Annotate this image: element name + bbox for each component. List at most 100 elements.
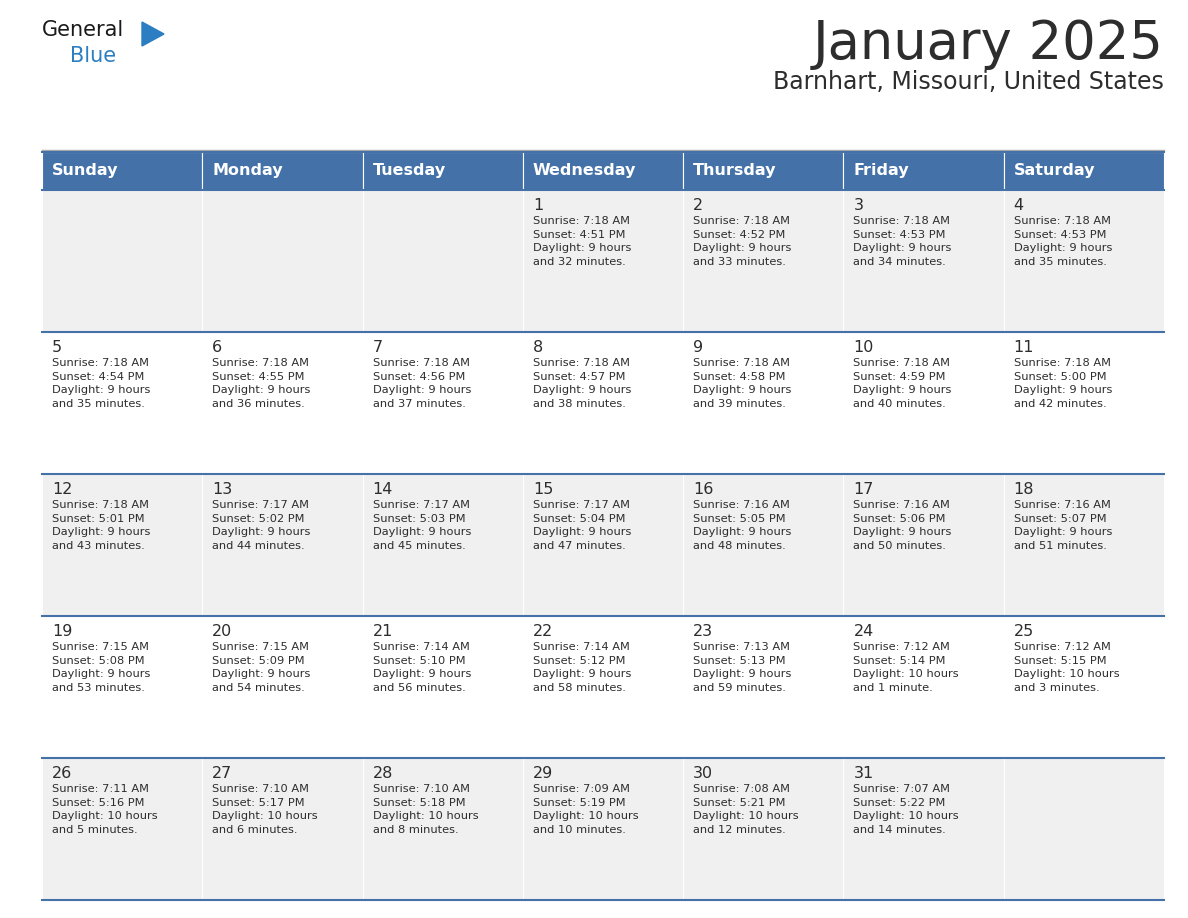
Text: Sunrise: 7:10 AM
Sunset: 5:18 PM
Daylight: 10 hours
and 8 minutes.: Sunrise: 7:10 AM Sunset: 5:18 PM Dayligh… bbox=[373, 784, 479, 834]
Text: Friday: Friday bbox=[853, 163, 909, 178]
Bar bbox=[683, 190, 843, 332]
Text: Sunrise: 7:18 AM
Sunset: 4:55 PM
Daylight: 9 hours
and 36 minutes.: Sunrise: 7:18 AM Sunset: 4:55 PM Dayligh… bbox=[213, 358, 310, 409]
Text: 26: 26 bbox=[52, 766, 72, 781]
Bar bbox=[683, 474, 843, 616]
Text: Sunrise: 7:17 AM
Sunset: 5:04 PM
Daylight: 9 hours
and 47 minutes.: Sunrise: 7:17 AM Sunset: 5:04 PM Dayligh… bbox=[533, 500, 631, 551]
Text: 15: 15 bbox=[533, 482, 554, 497]
Bar bbox=[202, 190, 362, 332]
Bar bbox=[42, 616, 202, 758]
Bar bbox=[843, 332, 1004, 474]
Bar bbox=[362, 190, 523, 332]
Bar bbox=[523, 190, 683, 332]
Text: Sunrise: 7:18 AM
Sunset: 4:51 PM
Daylight: 9 hours
and 32 minutes.: Sunrise: 7:18 AM Sunset: 4:51 PM Dayligh… bbox=[533, 216, 631, 267]
Bar bbox=[683, 332, 843, 474]
Bar bbox=[1004, 758, 1164, 900]
Text: 3: 3 bbox=[853, 198, 864, 213]
Text: Sunrise: 7:10 AM
Sunset: 5:17 PM
Daylight: 10 hours
and 6 minutes.: Sunrise: 7:10 AM Sunset: 5:17 PM Dayligh… bbox=[213, 784, 318, 834]
Text: 9: 9 bbox=[693, 340, 703, 355]
Text: Sunrise: 7:07 AM
Sunset: 5:22 PM
Daylight: 10 hours
and 14 minutes.: Sunrise: 7:07 AM Sunset: 5:22 PM Dayligh… bbox=[853, 784, 959, 834]
Text: 17: 17 bbox=[853, 482, 874, 497]
Bar bbox=[683, 616, 843, 758]
Text: 24: 24 bbox=[853, 624, 873, 639]
Text: 29: 29 bbox=[533, 766, 554, 781]
Bar bbox=[843, 152, 1004, 190]
Text: 31: 31 bbox=[853, 766, 873, 781]
Text: Sunrise: 7:15 AM
Sunset: 5:09 PM
Daylight: 9 hours
and 54 minutes.: Sunrise: 7:15 AM Sunset: 5:09 PM Dayligh… bbox=[213, 642, 310, 693]
Bar bbox=[843, 758, 1004, 900]
Text: 25: 25 bbox=[1013, 624, 1034, 639]
Text: 10: 10 bbox=[853, 340, 874, 355]
Bar bbox=[42, 332, 202, 474]
Bar bbox=[523, 332, 683, 474]
Bar bbox=[843, 474, 1004, 616]
Text: Sunrise: 7:12 AM
Sunset: 5:14 PM
Daylight: 10 hours
and 1 minute.: Sunrise: 7:12 AM Sunset: 5:14 PM Dayligh… bbox=[853, 642, 959, 693]
Text: 18: 18 bbox=[1013, 482, 1035, 497]
Bar bbox=[202, 758, 362, 900]
Bar bbox=[523, 616, 683, 758]
Text: 19: 19 bbox=[52, 624, 72, 639]
Text: Sunrise: 7:16 AM
Sunset: 5:07 PM
Daylight: 9 hours
and 51 minutes.: Sunrise: 7:16 AM Sunset: 5:07 PM Dayligh… bbox=[1013, 500, 1112, 551]
Bar bbox=[42, 152, 202, 190]
Text: Sunrise: 7:16 AM
Sunset: 5:06 PM
Daylight: 9 hours
and 50 minutes.: Sunrise: 7:16 AM Sunset: 5:06 PM Dayligh… bbox=[853, 500, 952, 551]
Bar bbox=[1004, 152, 1164, 190]
Text: Barnhart, Missouri, United States: Barnhart, Missouri, United States bbox=[773, 70, 1164, 94]
Text: January 2025: January 2025 bbox=[813, 18, 1164, 70]
Bar bbox=[362, 152, 523, 190]
Text: 11: 11 bbox=[1013, 340, 1035, 355]
Text: Sunrise: 7:18 AM
Sunset: 4:53 PM
Daylight: 9 hours
and 34 minutes.: Sunrise: 7:18 AM Sunset: 4:53 PM Dayligh… bbox=[853, 216, 952, 267]
Bar bbox=[843, 616, 1004, 758]
Text: 2: 2 bbox=[693, 198, 703, 213]
Text: General: General bbox=[42, 20, 125, 40]
Text: Sunrise: 7:17 AM
Sunset: 5:02 PM
Daylight: 9 hours
and 44 minutes.: Sunrise: 7:17 AM Sunset: 5:02 PM Dayligh… bbox=[213, 500, 310, 551]
Text: Blue: Blue bbox=[70, 46, 116, 66]
Text: 16: 16 bbox=[693, 482, 714, 497]
Text: Sunrise: 7:09 AM
Sunset: 5:19 PM
Daylight: 10 hours
and 10 minutes.: Sunrise: 7:09 AM Sunset: 5:19 PM Dayligh… bbox=[533, 784, 638, 834]
Text: 14: 14 bbox=[373, 482, 393, 497]
Text: Sunrise: 7:11 AM
Sunset: 5:16 PM
Daylight: 10 hours
and 5 minutes.: Sunrise: 7:11 AM Sunset: 5:16 PM Dayligh… bbox=[52, 784, 158, 834]
Text: Sunrise: 7:17 AM
Sunset: 5:03 PM
Daylight: 9 hours
and 45 minutes.: Sunrise: 7:17 AM Sunset: 5:03 PM Dayligh… bbox=[373, 500, 470, 551]
Text: 8: 8 bbox=[533, 340, 543, 355]
Bar bbox=[1004, 190, 1164, 332]
Text: Saturday: Saturday bbox=[1013, 163, 1095, 178]
Text: Sunrise: 7:18 AM
Sunset: 4:57 PM
Daylight: 9 hours
and 38 minutes.: Sunrise: 7:18 AM Sunset: 4:57 PM Dayligh… bbox=[533, 358, 631, 409]
Bar bbox=[202, 152, 362, 190]
Text: Thursday: Thursday bbox=[693, 163, 777, 178]
Bar bbox=[202, 474, 362, 616]
Bar bbox=[42, 190, 202, 332]
Text: Sunrise: 7:18 AM
Sunset: 5:01 PM
Daylight: 9 hours
and 43 minutes.: Sunrise: 7:18 AM Sunset: 5:01 PM Dayligh… bbox=[52, 500, 151, 551]
Text: Wednesday: Wednesday bbox=[533, 163, 637, 178]
Text: 1: 1 bbox=[533, 198, 543, 213]
Bar bbox=[362, 758, 523, 900]
Text: Sunrise: 7:13 AM
Sunset: 5:13 PM
Daylight: 9 hours
and 59 minutes.: Sunrise: 7:13 AM Sunset: 5:13 PM Dayligh… bbox=[693, 642, 791, 693]
Bar bbox=[362, 474, 523, 616]
Text: Sunrise: 7:16 AM
Sunset: 5:05 PM
Daylight: 9 hours
and 48 minutes.: Sunrise: 7:16 AM Sunset: 5:05 PM Dayligh… bbox=[693, 500, 791, 551]
Text: 7: 7 bbox=[373, 340, 383, 355]
Text: 23: 23 bbox=[693, 624, 713, 639]
Bar bbox=[42, 474, 202, 616]
Text: 28: 28 bbox=[373, 766, 393, 781]
Text: Sunrise: 7:18 AM
Sunset: 4:52 PM
Daylight: 9 hours
and 33 minutes.: Sunrise: 7:18 AM Sunset: 4:52 PM Dayligh… bbox=[693, 216, 791, 267]
Bar bbox=[1004, 474, 1164, 616]
Text: 13: 13 bbox=[213, 482, 233, 497]
Text: 27: 27 bbox=[213, 766, 233, 781]
Text: Sunrise: 7:14 AM
Sunset: 5:10 PM
Daylight: 9 hours
and 56 minutes.: Sunrise: 7:14 AM Sunset: 5:10 PM Dayligh… bbox=[373, 642, 470, 693]
Text: Tuesday: Tuesday bbox=[373, 163, 446, 178]
Text: 4: 4 bbox=[1013, 198, 1024, 213]
Bar bbox=[202, 332, 362, 474]
Text: Monday: Monday bbox=[213, 163, 283, 178]
Bar bbox=[1004, 616, 1164, 758]
Text: 21: 21 bbox=[373, 624, 393, 639]
Text: 6: 6 bbox=[213, 340, 222, 355]
Text: Sunrise: 7:14 AM
Sunset: 5:12 PM
Daylight: 9 hours
and 58 minutes.: Sunrise: 7:14 AM Sunset: 5:12 PM Dayligh… bbox=[533, 642, 631, 693]
Text: 5: 5 bbox=[52, 340, 62, 355]
Text: Sunrise: 7:18 AM
Sunset: 4:54 PM
Daylight: 9 hours
and 35 minutes.: Sunrise: 7:18 AM Sunset: 4:54 PM Dayligh… bbox=[52, 358, 151, 409]
Polygon shape bbox=[143, 22, 164, 46]
Bar bbox=[362, 616, 523, 758]
Text: Sunrise: 7:18 AM
Sunset: 5:00 PM
Daylight: 9 hours
and 42 minutes.: Sunrise: 7:18 AM Sunset: 5:00 PM Dayligh… bbox=[1013, 358, 1112, 409]
Text: Sunrise: 7:12 AM
Sunset: 5:15 PM
Daylight: 10 hours
and 3 minutes.: Sunrise: 7:12 AM Sunset: 5:15 PM Dayligh… bbox=[1013, 642, 1119, 693]
Text: Sunrise: 7:18 AM
Sunset: 4:56 PM
Daylight: 9 hours
and 37 minutes.: Sunrise: 7:18 AM Sunset: 4:56 PM Dayligh… bbox=[373, 358, 470, 409]
Text: 20: 20 bbox=[213, 624, 233, 639]
Text: 12: 12 bbox=[52, 482, 72, 497]
Bar bbox=[523, 152, 683, 190]
Bar bbox=[683, 152, 843, 190]
